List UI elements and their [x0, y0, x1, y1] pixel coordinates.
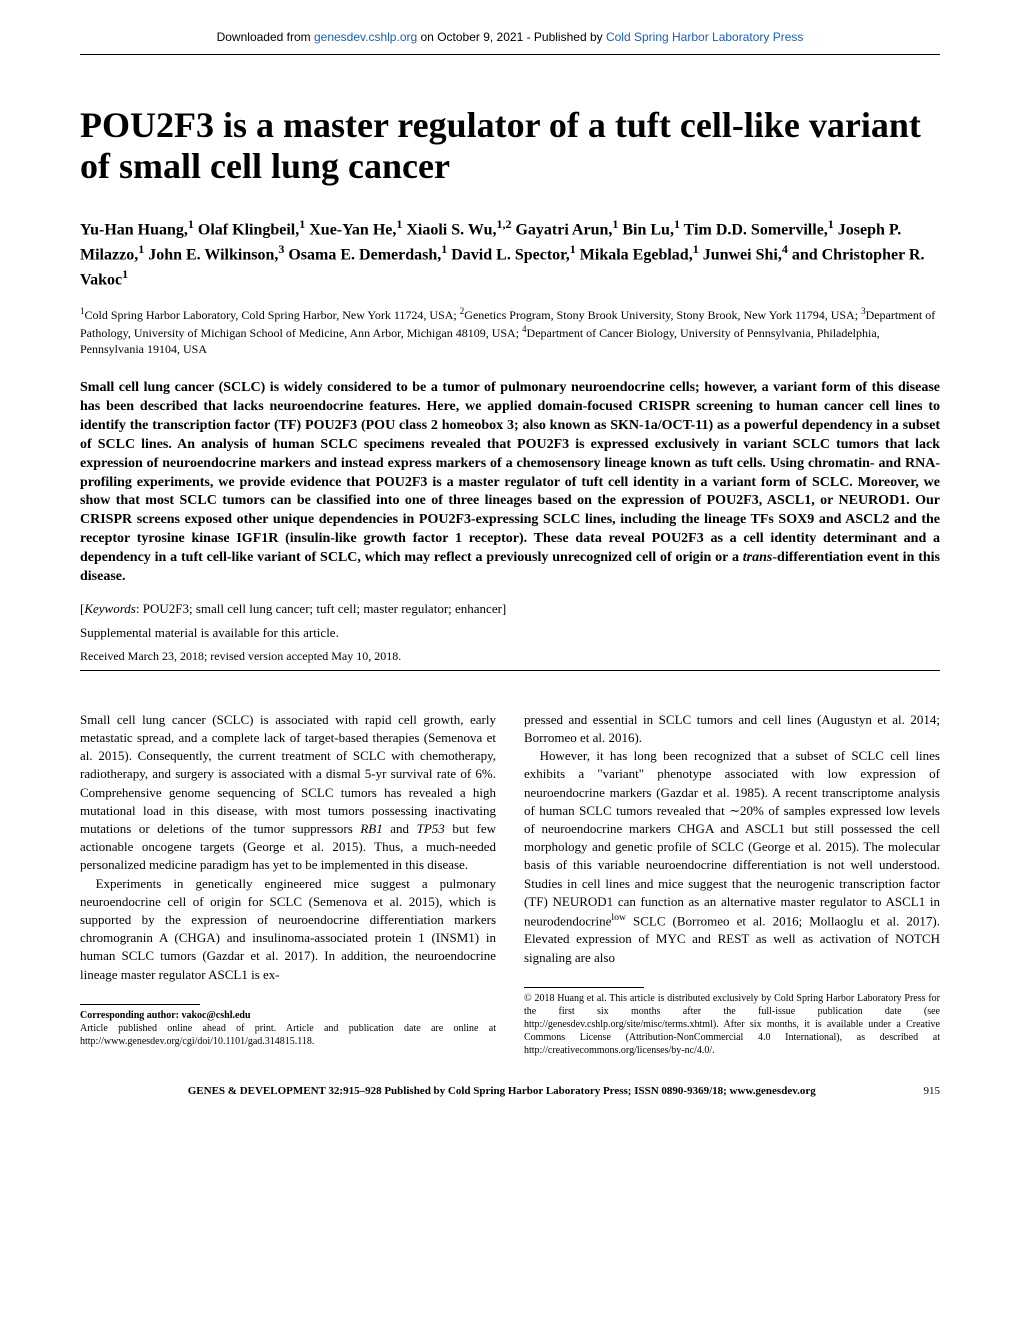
- corresponding-label: Corresponding author:: [80, 1010, 182, 1021]
- keywords-line: [Keywords: POU2F3; small cell lung cance…: [80, 601, 940, 617]
- keywords-label: Keywords: [84, 601, 136, 616]
- article-online-note: Article published online ahead of print.…: [80, 1022, 496, 1048]
- abstract: Small cell lung cancer (SCLC) is widely …: [80, 379, 940, 587]
- download-prefix: Downloaded from: [217, 30, 314, 44]
- body-columns: Small cell lung cancer (SCLC) is associa…: [80, 711, 940, 1057]
- body-para: pressed and essential in SCLC tumors and…: [524, 711, 940, 747]
- body-para: However, it has long been recognized tha…: [524, 747, 940, 967]
- copyright-text: © 2018 Huang et al. This article is dist…: [524, 993, 940, 1056]
- download-mid: on October 9, 2021 - Published by: [417, 30, 606, 44]
- page-number: 915: [924, 1085, 941, 1097]
- abstract-rule: [80, 670, 940, 671]
- download-link-2[interactable]: Cold Spring Harbor Laboratory Press: [606, 30, 803, 44]
- body-para: Experiments in genetically engineered mi…: [80, 875, 496, 984]
- download-link-1[interactable]: genesdev.cshlp.org: [314, 30, 417, 44]
- article-title: POU2F3 is a master regulator of a tuft c…: [80, 105, 940, 188]
- corresponding-email: vakoc@cshl.edu: [182, 1010, 251, 1021]
- body-para: Small cell lung cancer (SCLC) is associa…: [80, 711, 496, 875]
- page-container: Downloaded from genesdev.cshlp.org on Oc…: [0, 0, 1020, 1117]
- left-column: Small cell lung cancer (SCLC) is associa…: [80, 711, 496, 1057]
- page-footer: GENES & DEVELOPMENT 32:915–928 Published…: [80, 1085, 940, 1097]
- copyright-block: © 2018 Huang et al. This article is dist…: [524, 987, 940, 1057]
- affiliations: 1Cold Spring Harbor Laboratory, Cold Spr…: [80, 305, 940, 358]
- corresponding-block: Corresponding author: vakoc@cshl.edu Art…: [80, 1004, 496, 1048]
- footnote-rule: [80, 1004, 200, 1005]
- received-note: Received March 23, 2018; revised version…: [80, 649, 940, 664]
- footnote-rule: [524, 987, 644, 988]
- download-banner: Downloaded from genesdev.cshlp.org on Oc…: [80, 30, 940, 44]
- keywords-text: : POU2F3; small cell lung cancer; tuft c…: [136, 601, 506, 616]
- top-rule: [80, 54, 940, 55]
- right-column: pressed and essential in SCLC tumors and…: [524, 711, 940, 1057]
- author-list: Yu-Han Huang,1 Olaf Klingbeil,1 Xue-Yan …: [80, 216, 940, 291]
- journal-footer: GENES & DEVELOPMENT 32:915–928 Published…: [188, 1085, 816, 1097]
- supplemental-note: Supplemental material is available for t…: [80, 625, 940, 641]
